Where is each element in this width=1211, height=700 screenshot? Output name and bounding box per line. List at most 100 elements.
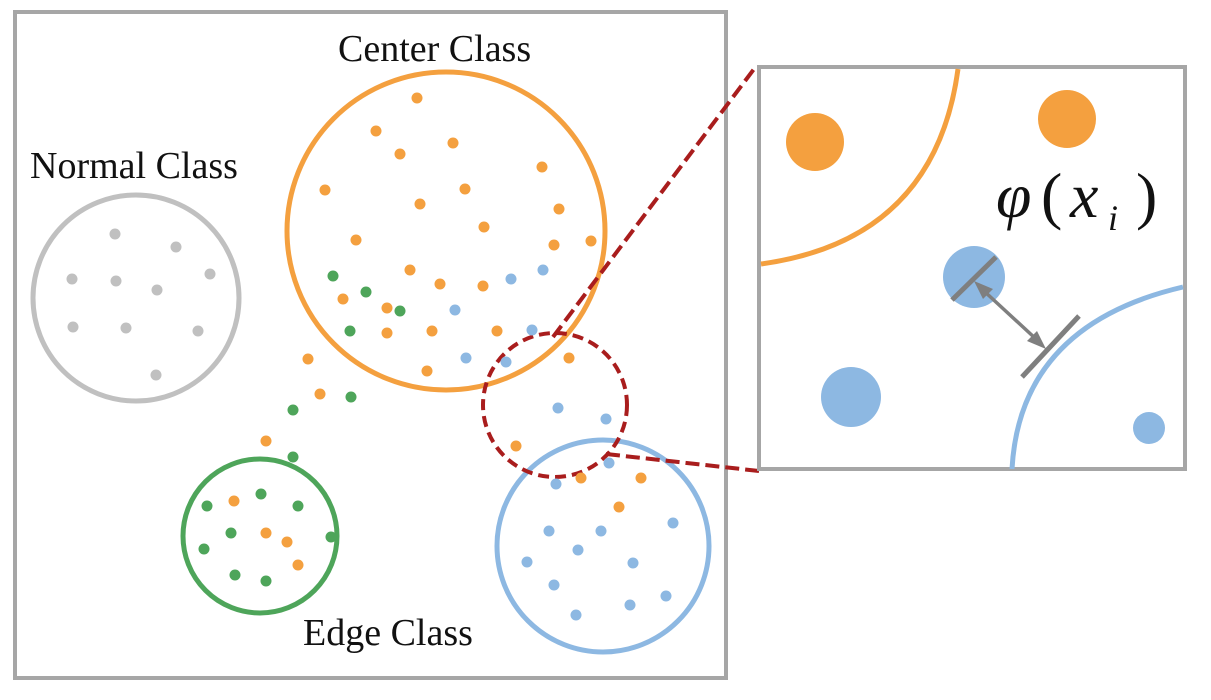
distance-tick-point [950, 255, 998, 302]
distance-tick-boundary [1020, 314, 1081, 379]
highlight-circle [481, 331, 629, 479]
green-point [225, 527, 237, 539]
gray-point [67, 321, 79, 333]
orange-point [477, 280, 489, 292]
main-frame [13, 10, 728, 680]
formula-open-paren: ( [1041, 160, 1062, 231]
formula-variable: x [1069, 160, 1098, 231]
orange-point [563, 352, 575, 364]
orange-point [613, 501, 625, 513]
blue-point [595, 525, 607, 537]
inset-edge-class-arc [1009, 284, 1184, 470]
orange-point [447, 137, 459, 149]
sample-points [66, 92, 679, 621]
orange-point [314, 388, 326, 400]
blue-point [500, 356, 512, 368]
gray-point [170, 241, 182, 253]
green-point [260, 575, 272, 587]
normal-class-circle [30, 192, 242, 404]
gray-point [66, 273, 78, 285]
orange-point [228, 495, 240, 507]
blue-point [543, 525, 555, 537]
gray-point [110, 275, 122, 287]
blue-point [660, 590, 672, 602]
blue-point [505, 273, 517, 285]
gray-point [150, 369, 162, 381]
formula-phi: φ [996, 160, 1031, 231]
orange-point [414, 198, 426, 210]
blue-point [600, 413, 612, 425]
distance-arrow-head-start [974, 281, 993, 299]
green-point [292, 500, 304, 512]
green-point [229, 569, 241, 581]
center-class-label: Center Class [338, 28, 531, 70]
green-point [287, 404, 299, 416]
gray-point [204, 268, 216, 280]
blue-point [667, 517, 679, 529]
orange-point [553, 203, 565, 215]
orange-point [510, 440, 522, 452]
blue-point [548, 579, 560, 591]
blue-point [460, 352, 472, 364]
orange-point [260, 435, 272, 447]
gray-point [192, 325, 204, 337]
gray-point [151, 284, 163, 296]
green-point [344, 325, 356, 337]
center-class-circle [284, 69, 608, 393]
blue-point [570, 609, 582, 621]
orange-point [381, 327, 393, 339]
orange-point [411, 92, 423, 104]
blue-point [526, 324, 538, 336]
formula-close-paren: ) [1136, 160, 1157, 231]
edge-class-label: Edge Class [303, 612, 473, 654]
green-point [394, 305, 406, 317]
green-point [201, 500, 213, 512]
green-point [287, 451, 299, 463]
orange-point [381, 302, 393, 314]
orange-point [319, 184, 331, 196]
orange-point [426, 325, 438, 337]
orange-point [281, 536, 293, 548]
orange-point [260, 527, 272, 539]
orange-point [337, 293, 349, 305]
orange-point [536, 161, 548, 173]
blue-point [552, 402, 564, 414]
orange-point [575, 472, 587, 484]
blue-point [550, 478, 562, 490]
green-point [255, 488, 267, 500]
gray-point [120, 322, 132, 334]
gray-point [109, 228, 121, 240]
blue-point [537, 264, 549, 276]
green-point [345, 391, 357, 403]
inset-orange-point [1038, 90, 1096, 148]
zoom-connector-top [551, 63, 759, 339]
orange-point [421, 365, 433, 377]
inset-blue-point [821, 367, 881, 427]
orange-point [404, 264, 416, 276]
blue-point [449, 304, 461, 316]
inset-blue-point [1133, 412, 1165, 444]
inset-orange-point [786, 113, 844, 171]
orange-point [350, 234, 362, 246]
orange-point [585, 235, 597, 247]
orange-point [478, 221, 490, 233]
edge-class-blue-circle [494, 437, 712, 655]
edge-class-green-circle [180, 456, 340, 616]
inset-center-class-arc [760, 68, 961, 267]
distance-arrow-head-end [1027, 331, 1046, 349]
orange-point [434, 278, 446, 290]
orange-point [548, 239, 560, 251]
orange-point [302, 353, 314, 365]
zoom-connector-bottom [605, 452, 760, 473]
orange-point [370, 125, 382, 137]
orange-point [292, 559, 304, 571]
formula-subscript: i [1108, 198, 1118, 238]
blue-point [572, 544, 584, 556]
blue-point [624, 599, 636, 611]
orange-point [491, 325, 503, 337]
green-point [198, 543, 210, 555]
green-point [327, 270, 339, 282]
orange-point [635, 472, 647, 484]
green-point [325, 531, 337, 543]
